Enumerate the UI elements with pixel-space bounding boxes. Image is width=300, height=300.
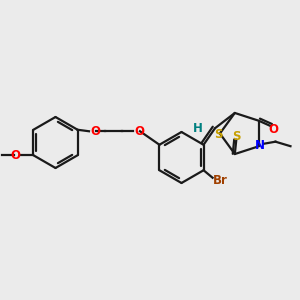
Text: Br: Br	[213, 174, 228, 187]
Text: O: O	[10, 149, 20, 162]
Text: N: N	[255, 139, 265, 152]
Text: S: S	[232, 130, 241, 142]
Text: O: O	[90, 125, 100, 138]
Text: O: O	[134, 125, 144, 138]
Text: S: S	[214, 128, 223, 141]
Text: O: O	[268, 123, 278, 136]
Text: H: H	[193, 122, 203, 135]
